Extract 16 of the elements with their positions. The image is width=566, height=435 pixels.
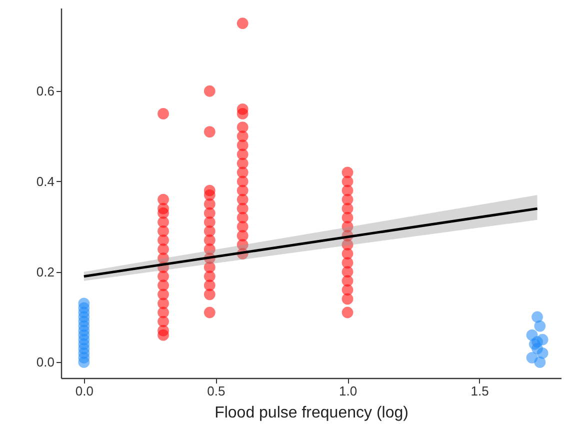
y-tick-label: 0.4 bbox=[36, 174, 54, 189]
point bbox=[532, 336, 543, 348]
point bbox=[78, 298, 90, 310]
point bbox=[532, 311, 543, 323]
x-axis-title: Flood pulse frequency (log) bbox=[214, 404, 408, 422]
y-tick-label: 0.2 bbox=[36, 264, 54, 280]
x-tick-label: 1.0 bbox=[338, 384, 358, 398]
y-tick-label: 0.0 bbox=[36, 354, 54, 370]
x-tick-label: 0.0 bbox=[75, 384, 94, 398]
point bbox=[526, 352, 538, 364]
point bbox=[534, 320, 546, 332]
point bbox=[534, 356, 546, 368]
point bbox=[536, 347, 548, 359]
x-tick-label: 1.5 bbox=[470, 384, 489, 398]
y-tick-label: 0.6 bbox=[36, 84, 54, 99]
x-tick-label: 0.5 bbox=[207, 384, 226, 398]
